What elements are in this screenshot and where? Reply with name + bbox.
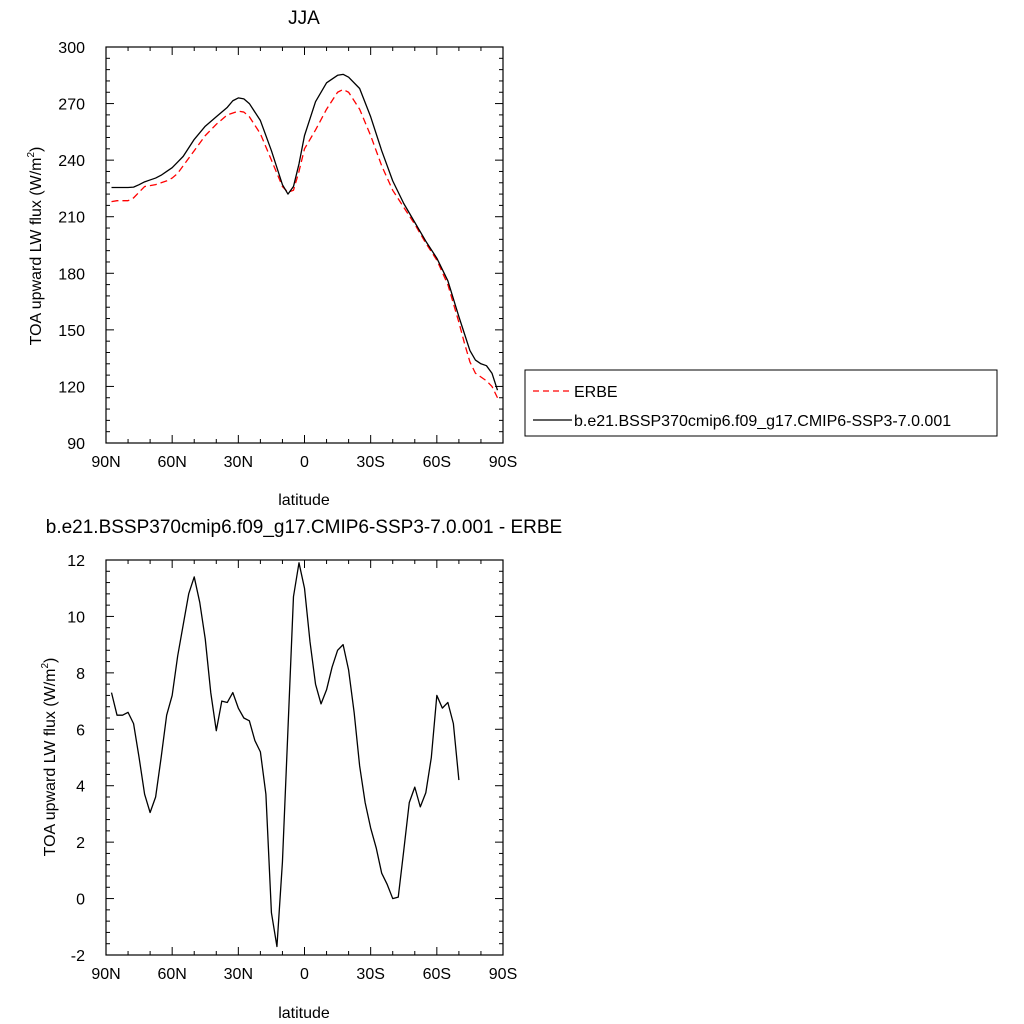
- y-tick-label: 90: [67, 436, 85, 453]
- y-tick-label: -2: [71, 948, 85, 965]
- plot-frame: [105, 559, 504, 956]
- bottom-chart: b.e21.BSSP370cmip6.f09_g17.CMIP6-SSP3-7.…: [40, 517, 562, 1022]
- x-tick-label: 60N: [157, 966, 186, 983]
- x-tick-label: 60S: [423, 966, 451, 983]
- series-line-0: [110, 562, 460, 948]
- y-tick-label: 210: [58, 210, 85, 227]
- x-tick-label: 90S: [489, 454, 517, 471]
- y-tick-label: 12: [67, 553, 85, 570]
- bottom-chart-plot: 90N 60N 30N 0 30S 60S 90S -2 0 2 4 6 8 10 12: [67, 553, 517, 983]
- x-tick-label: 30S: [356, 966, 384, 983]
- x-tick-label: 60S: [423, 454, 451, 471]
- y-tick-label: 120: [58, 379, 85, 396]
- y-tick-label: 240: [58, 153, 85, 170]
- series-line-0: [111, 88, 499, 399]
- y-tick-label: 300: [58, 40, 85, 57]
- y-tick-label: 270: [58, 97, 85, 114]
- y-tick-label: 180: [58, 266, 85, 283]
- y-tick-label: 6: [76, 722, 85, 739]
- series-line-1: [111, 73, 499, 391]
- y-tick-label: 10: [67, 609, 85, 626]
- x-tick-label: 0: [300, 454, 309, 471]
- plot-frame: [105, 46, 504, 444]
- x-tick-label: 30N: [224, 454, 253, 471]
- x-tick-label: 60N: [157, 454, 186, 471]
- x-tick-label: 90N: [91, 966, 120, 983]
- legend-label-erbe: ERBE: [574, 384, 618, 401]
- x-tick-label: 30N: [224, 966, 253, 983]
- top-chart-ylabel: TOA upward LW flux (W/m2): [26, 147, 45, 346]
- top-chart-plot: 90N 60N 30N 0 30S 60S 90S 90 120 150 180 210 240 270 3…: [58, 40, 517, 471]
- y-tick-label: 0: [76, 892, 85, 909]
- y-tick-label: 150: [58, 323, 85, 340]
- x-tick-label: 90N: [91, 454, 120, 471]
- bottom-chart-ylabel: TOA upward LW flux (W/m2): [40, 658, 59, 857]
- y-tick-label: 2: [76, 835, 85, 852]
- top-chart-xlabel: latitude: [278, 492, 330, 509]
- y-tick-label: 8: [76, 666, 85, 683]
- x-tick-label: 0: [300, 966, 309, 983]
- top-chart: JJA 90N 60N 30N 0 30S 60S 90S 90 120 150 180 210 240…: [26, 8, 998, 509]
- bottom-chart-xlabel: latitude: [278, 1005, 330, 1022]
- top-chart-title: JJA: [288, 8, 320, 29]
- top-chart-legend: ERBE b.e21.BSSP370cmip6.f09_g17.CMIP6-SS…: [524, 369, 998, 437]
- x-tick-label: 90S: [489, 966, 517, 983]
- bottom-chart-title: b.e21.BSSP370cmip6.f09_g17.CMIP6-SSP3-7.…: [46, 517, 562, 538]
- y-tick-label: 4: [76, 779, 85, 796]
- legend-box: [524, 369, 998, 437]
- legend-label-model: b.e21.BSSP370cmip6.f09_g17.CMIP6-SSP3-7.…: [574, 413, 951, 430]
- x-tick-label: 30S: [356, 454, 384, 471]
